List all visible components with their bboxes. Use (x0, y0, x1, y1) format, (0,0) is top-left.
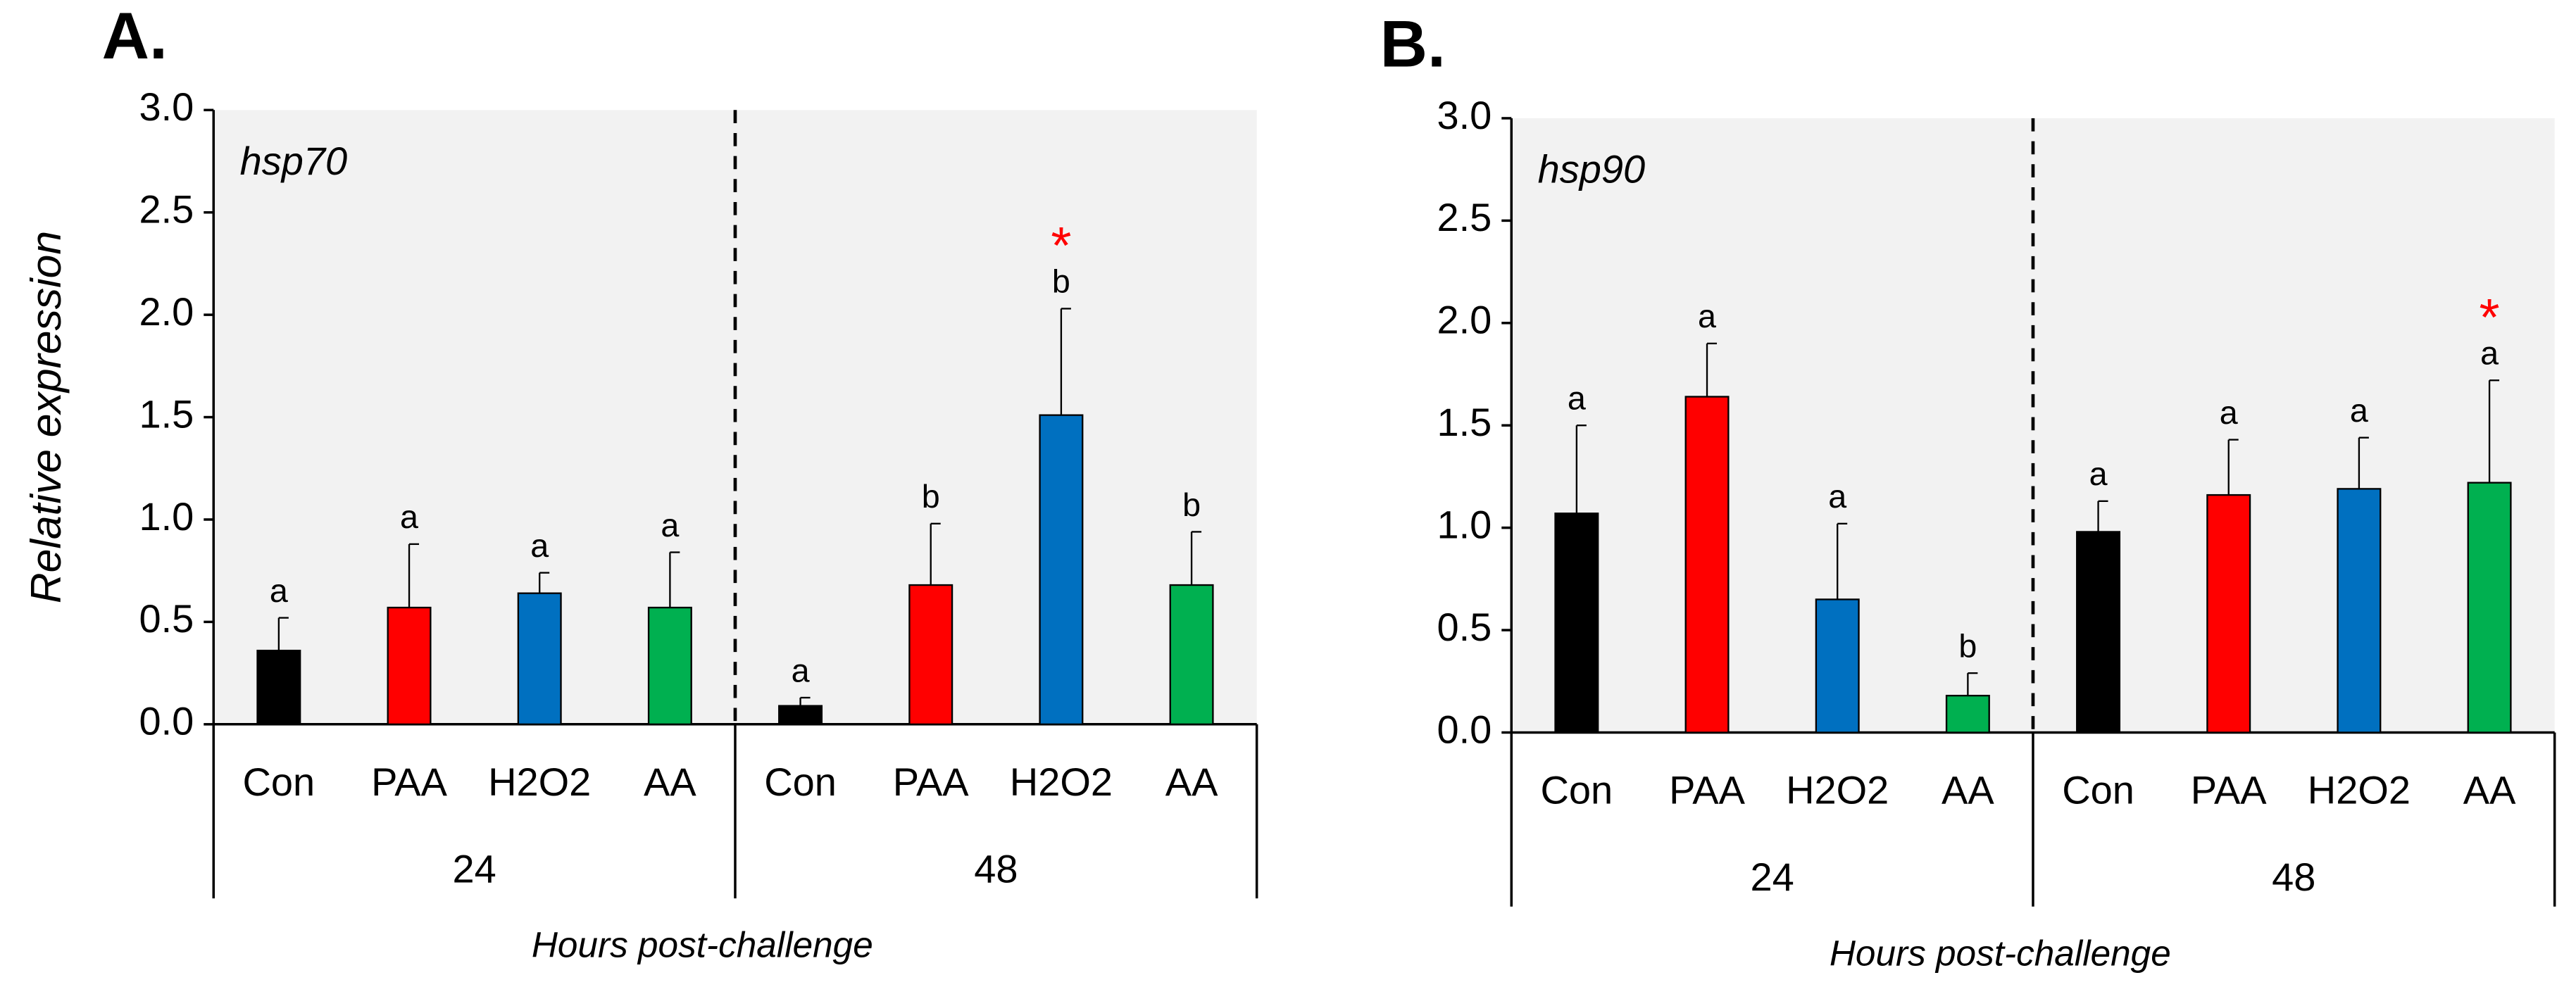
x-tick-label: PAA (2191, 768, 2268, 812)
x-axis-label: Hours post-challenge (532, 925, 873, 965)
x-tick-label: AA (1942, 768, 1994, 812)
bar (1684, 396, 1730, 734)
x-axis-label: Hours post-challenge (1830, 933, 2171, 973)
bar (2206, 494, 2251, 734)
bar (1039, 414, 1084, 725)
x-tick-label: AA (1165, 760, 1218, 804)
x-tick-label: AA (2463, 768, 2516, 812)
y-tick-label: 1.0 (139, 494, 194, 539)
panel-label: B. (1380, 8, 1446, 81)
significance-star: * (1051, 215, 1071, 275)
x-tick-label: Con (1541, 768, 1613, 812)
significance-letter: b (1958, 627, 1977, 664)
gene-label: hsp70 (240, 139, 348, 183)
x-tick-label: PAA (893, 760, 970, 804)
bar (647, 606, 692, 725)
panel-label: A. (102, 0, 168, 73)
x-tick-label: Con (243, 760, 315, 804)
x-tick-label: Con (2062, 768, 2134, 812)
group-label: 48 (974, 847, 1018, 891)
y-tick-label: 3.0 (139, 84, 194, 129)
y-tick-label: 2.0 (139, 289, 194, 334)
bar (2467, 482, 2512, 734)
significance-letter: b (922, 478, 940, 515)
bar (778, 705, 823, 725)
y-tick-label: 0.0 (139, 699, 194, 743)
x-tick-label: PAA (371, 760, 448, 804)
bar (517, 592, 562, 725)
x-tick-label: AA (644, 760, 696, 804)
y-tick-label: 1.5 (1437, 400, 1492, 444)
significance-letter: b (1052, 263, 1070, 300)
significance-letter: a (792, 652, 810, 689)
bar (1169, 584, 1214, 725)
y-tick-label: 1.5 (139, 391, 194, 436)
y-tick-label: 1.0 (1437, 502, 1492, 546)
y-tick-label: 0.0 (1437, 707, 1492, 751)
group-label: 24 (452, 847, 496, 891)
group-label: 48 (2272, 855, 2315, 899)
significance-letter: a (530, 527, 549, 564)
x-tick-label: PAA (1669, 768, 1746, 812)
significance-letter: a (400, 498, 418, 535)
y-tick-label: 2.5 (139, 187, 194, 232)
x-tick-label: H2O2 (1010, 760, 1113, 804)
bar (256, 649, 301, 725)
significance-letter: a (661, 507, 679, 543)
significance-letter: a (1828, 478, 1846, 515)
significance-letter: a (2089, 455, 2108, 492)
y-axis-label: Relative expression (22, 231, 70, 603)
significance-letter: a (2350, 392, 2368, 429)
x-tick-label: H2O2 (488, 760, 591, 804)
x-tick-label: H2O2 (2308, 768, 2411, 812)
figure-content: A. hsp70 Relative expression 0.0 0.5 1.0 1.5 2.… (22, 0, 2556, 973)
bar (1554, 513, 1599, 734)
bar (1815, 598, 1860, 734)
y-tick-label: 2.0 (1437, 298, 1492, 342)
group-label: 24 (1750, 855, 1794, 899)
y-tick-label: 3.0 (1437, 93, 1492, 137)
significance-letter: a (1568, 380, 1586, 417)
y-tick-label: 2.5 (1437, 195, 1492, 239)
bar (1945, 694, 1990, 734)
x-tick-label: Con (764, 760, 837, 804)
significance-letter: a (270, 572, 288, 609)
x-tick-label: H2O2 (1786, 768, 1889, 812)
y-tick-label: 0.5 (139, 596, 194, 641)
significance-letter: a (2220, 394, 2238, 431)
significance-letter: a (1698, 298, 1716, 334)
bar (387, 606, 432, 725)
significance-letter: a (2480, 335, 2499, 372)
y-tick-label: 0.5 (1437, 605, 1492, 649)
bar (908, 584, 954, 725)
bar (2076, 531, 2121, 734)
bar (2337, 488, 2382, 734)
significance-letter: b (1182, 486, 1201, 523)
significance-star: * (2480, 287, 2500, 346)
gene-label: hsp90 (1538, 147, 1646, 191)
